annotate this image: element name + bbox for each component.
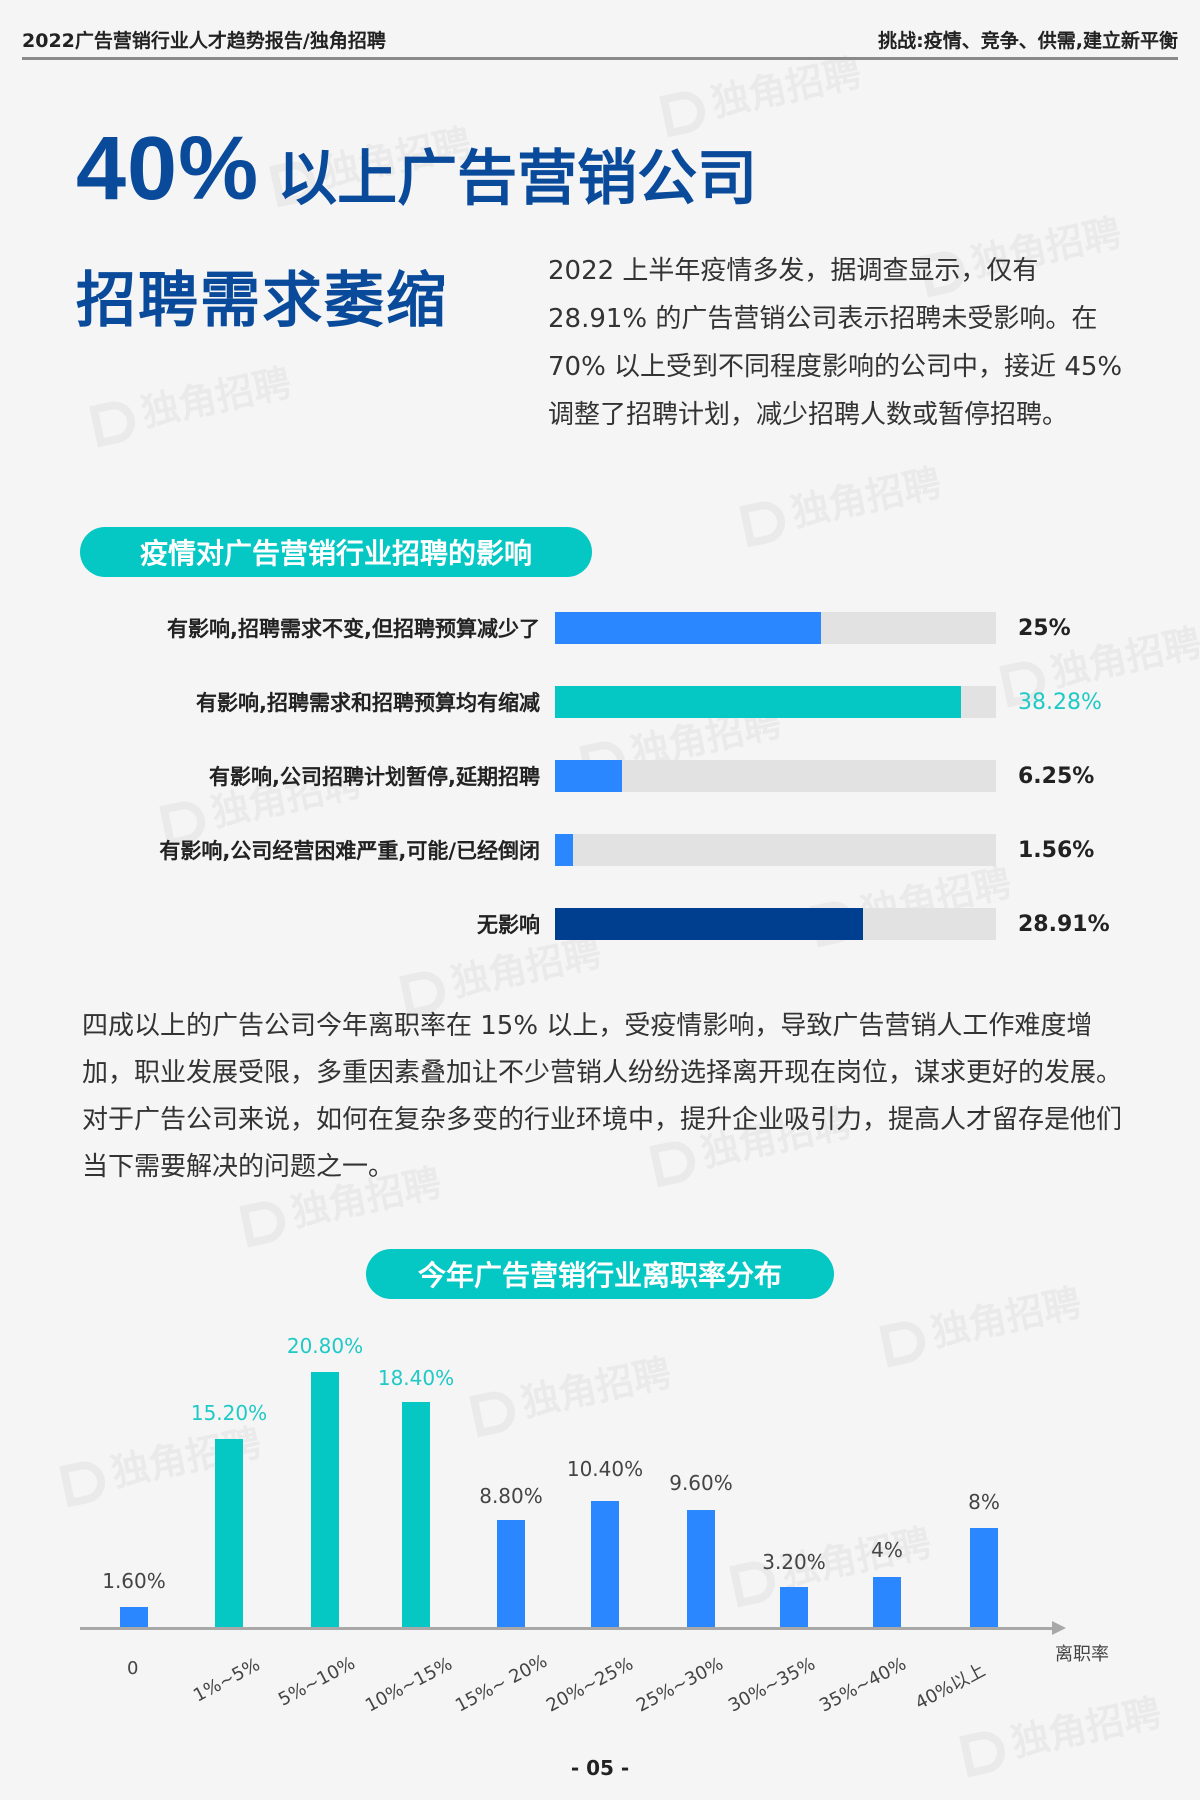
- bar-value: 20.80%: [286, 1334, 364, 1358]
- bar-track: [555, 686, 996, 718]
- watermark: 独角招聘: [736, 452, 945, 548]
- bar-fill: [555, 908, 863, 940]
- headline-line1: 以上广告营销公司: [277, 144, 758, 214]
- section-pill-turnover: 今年广告营销行业离职率分布: [366, 1249, 834, 1299]
- bar-value: 1.56%: [1018, 838, 1095, 863]
- bar-value: 1.60%: [102, 1569, 166, 1593]
- bar-value: 18.40%: [377, 1366, 455, 1390]
- x-tick-label: 5%~10%: [275, 1652, 359, 1711]
- bar: [311, 1372, 339, 1627]
- headline: 40% 以上广告营销公司: [76, 118, 757, 221]
- bar-value: 8.80%: [479, 1484, 543, 1508]
- body-paragraph: 四成以上的广告公司今年离职率在 15% 以上，受疫情影响，导致广告营销人工作难度…: [82, 1011, 1123, 1182]
- x-axis-title: 离职率: [1055, 1644, 1109, 1665]
- section-pill-impact: 疫情对广告营销行业招聘的影响: [80, 527, 592, 577]
- bar: [120, 1607, 148, 1627]
- bar-value: 6.25%: [1018, 764, 1095, 789]
- headline-line2: 招聘需求萎缩: [76, 266, 448, 336]
- bar-fill: [555, 612, 821, 644]
- bar-track: [555, 612, 996, 644]
- bar: [591, 1501, 619, 1627]
- bar: [687, 1510, 715, 1627]
- chart-row: 有影响,招聘需求不变,但招聘预算减少了 25%: [0, 612, 1200, 646]
- bar-value: 38.28%: [1018, 690, 1102, 715]
- page-header: 2022广告营销行业人才趋势报告/独角招聘 挑战:疫情、竞争、供需,建立新平衡: [22, 22, 1178, 60]
- x-tick-label: 20%~25%: [543, 1653, 637, 1717]
- bar-value: 4%: [871, 1538, 903, 1562]
- bar-label: 无影响: [477, 913, 540, 937]
- x-tick-label: 35%~40%: [816, 1653, 910, 1717]
- report-title: 2022广告营销行业人才趋势报告/独角招聘: [22, 30, 386, 52]
- axis-arrow-icon: [1052, 1621, 1066, 1635]
- x-axis: [80, 1627, 1055, 1630]
- section-title: 挑战:疫情、竞争、供需,建立新平衡: [878, 30, 1178, 52]
- bar-label: 有影响,公司招聘计划暂停,延期招聘: [209, 765, 540, 789]
- chart-row: 有影响,公司经营困难严重,可能/已经倒闭 1.56%: [0, 834, 1200, 868]
- bar-track: [555, 760, 996, 792]
- bar: [215, 1439, 243, 1627]
- headline-percent: 40%: [76, 119, 260, 219]
- bar-value: 10.40%: [566, 1457, 644, 1481]
- x-tick-label: 10%~15%: [362, 1653, 456, 1717]
- bar-value: 28.91%: [1018, 912, 1110, 937]
- x-tick-label: 15%~ 20%: [452, 1650, 551, 1717]
- chart-row: 有影响,招聘需求和招聘预算均有缩减 38.28%: [0, 686, 1200, 720]
- bar-label: 有影响,公司经营困难严重,可能/已经倒闭: [159, 839, 540, 863]
- bar-value: 8%: [968, 1490, 1000, 1514]
- bar: [780, 1587, 808, 1627]
- bar: [970, 1528, 998, 1627]
- bar-fill: [555, 760, 622, 792]
- x-tick-label: 30%~35%: [725, 1653, 819, 1717]
- turnover-bar-chart: 1.60% 15.20% 20.80% 18.40% 8.80% 10.40% …: [80, 1320, 1130, 1720]
- x-tick-label: 25%~30%: [633, 1653, 727, 1717]
- bar-fill: [555, 834, 573, 866]
- x-tick-label: 0: [127, 1658, 139, 1679]
- chart-row: 无影响 28.91%: [0, 908, 1200, 942]
- page-number: - 05 -: [570, 1756, 630, 1780]
- x-tick-label: 40%以上: [911, 1659, 989, 1715]
- bar: [402, 1402, 430, 1627]
- bar-track: [555, 834, 996, 866]
- bar: [873, 1577, 901, 1627]
- bar-value: 3.20%: [762, 1550, 826, 1574]
- intro-paragraph: 2022 上半年疫情多发，据调查显示，仅有 28.91% 的广告营销公司表示招聘…: [548, 256, 1123, 430]
- watermark: 独角招聘: [86, 352, 295, 448]
- bar-fill: [555, 686, 961, 718]
- bar: [497, 1520, 525, 1627]
- chart-row: 有影响,公司招聘计划暂停,延期招聘 6.25%: [0, 760, 1200, 794]
- bar-label: 有影响,招聘需求和招聘预算均有缩减: [196, 691, 540, 715]
- bar-value: 15.20%: [190, 1401, 268, 1425]
- x-tick-label: 1%~5%: [190, 1654, 264, 1707]
- bar-label: 有影响,招聘需求不变,但招聘预算减少了: [167, 617, 540, 641]
- bar-track: [555, 908, 996, 940]
- bar-value: 9.60%: [669, 1471, 733, 1495]
- bar-value: 25%: [1018, 616, 1071, 641]
